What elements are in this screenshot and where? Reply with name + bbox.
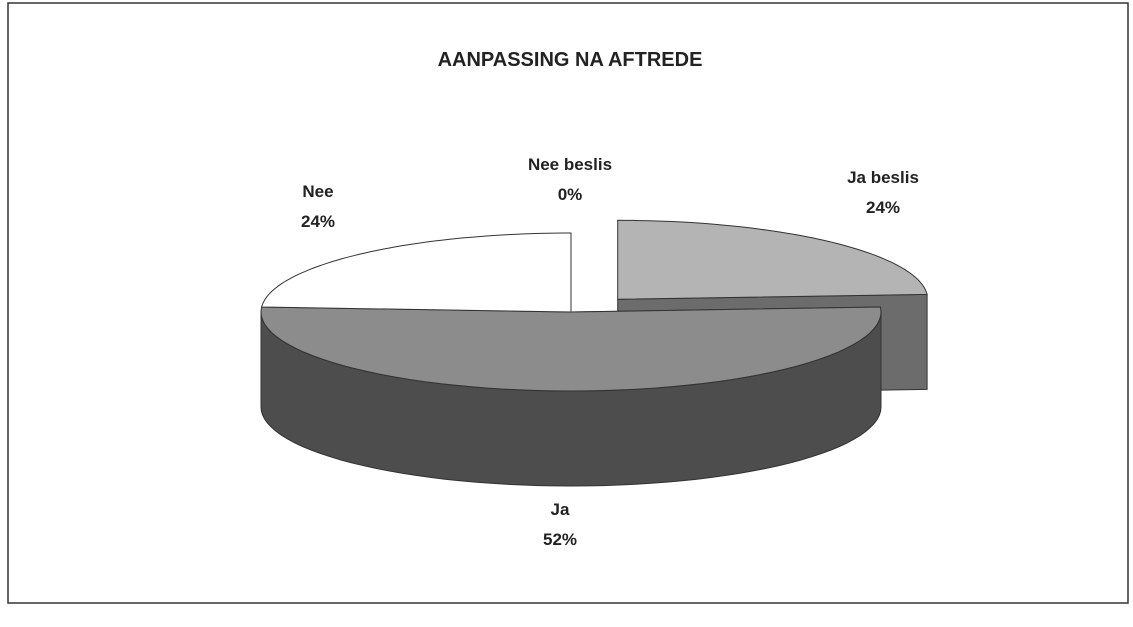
data-label: Ja 52% (543, 500, 577, 549)
data-label-name: Nee beslis (528, 155, 612, 174)
chart-title: AANPASSING NA AFTREDE (438, 49, 703, 71)
slice (260, 306, 882, 392)
data-label-name: Ja (551, 500, 570, 519)
data-label: Ja beslis 24% (847, 168, 919, 217)
data-label-value: 24% (301, 212, 335, 231)
data-label-name: Nee (302, 182, 333, 201)
data-label-value: 52% (543, 530, 577, 549)
data-label: Nee 24% (301, 182, 335, 231)
slice (260, 232, 572, 313)
slice (617, 219, 928, 300)
data-label-name: Ja beslis (847, 168, 919, 187)
data-label-value: 24% (866, 198, 900, 217)
data-label: Nee beslis 0% (528, 155, 612, 204)
data-label-value: 0% (558, 185, 583, 204)
